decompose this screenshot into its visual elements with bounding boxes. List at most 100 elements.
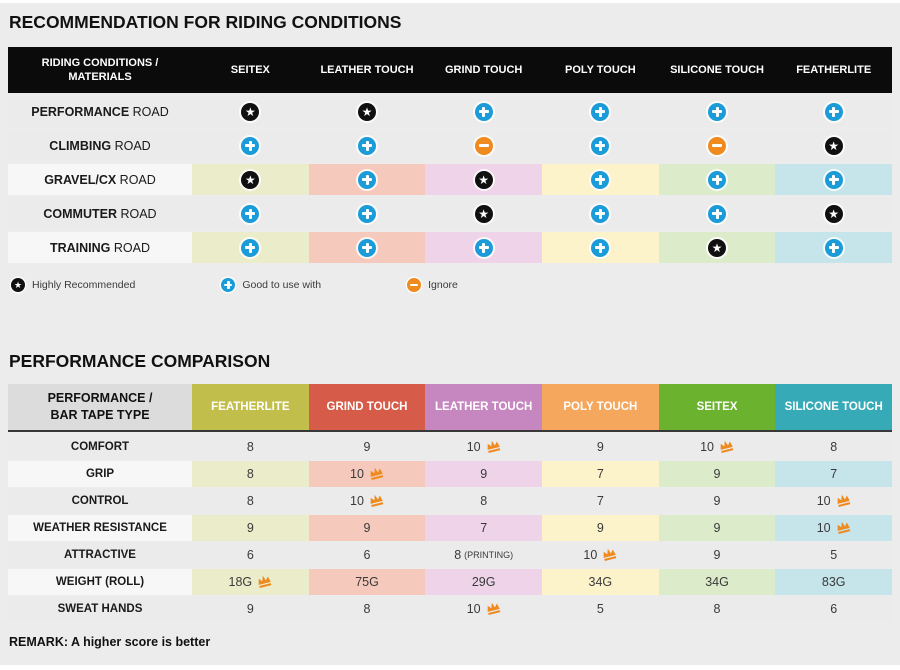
performance-value: 7 — [596, 494, 604, 508]
riding-column-header: GRIND TOUCH — [444, 63, 523, 76]
star-icon: ★ — [708, 238, 727, 257]
performance-value: 10 — [350, 494, 384, 508]
riding-row: GRAVEL/CX ROAD ★ ★ — [8, 164, 893, 195]
performance-cell: 9 — [658, 515, 776, 541]
riding-row-label: CLIMBING ROAD — [49, 138, 151, 153]
performance-value: 83G — [821, 575, 846, 589]
performance-value: 10 — [467, 602, 501, 616]
plus-icon — [358, 238, 376, 257]
performance-value: 34G — [588, 575, 613, 589]
crown-icon — [720, 440, 734, 453]
riding-cell — [308, 232, 426, 263]
performance-cell: 10 — [775, 515, 893, 541]
riding-cell: ★ — [192, 96, 309, 127]
performance-cell: 10 — [775, 488, 892, 514]
performance-cell: 10 — [425, 434, 542, 460]
performance-cell: 8 — [192, 461, 309, 487]
riding-cell: ★ — [192, 164, 309, 195]
performance-column-header: LEATHER TOUCH — [425, 384, 543, 430]
performance-cell: 75G — [308, 569, 426, 595]
riding-cell — [775, 96, 892, 127]
performance-column-header: FEATHERLITE — [192, 384, 309, 430]
performance-row-label: SWEAT HANDS — [57, 603, 143, 615]
performance-cell: 10 — [542, 542, 659, 568]
performance-cell: 10 — [425, 596, 542, 622]
riding-cell: ★ — [775, 130, 892, 161]
performance-row-label: WEIGHT (ROLL) — [8, 569, 192, 595]
minus-icon — [407, 278, 422, 292]
performance-cell: 5 — [775, 542, 892, 568]
riding-cell — [425, 232, 543, 263]
riding-table-legend: ★ Highly Recommended Good to use with Ignor… — [11, 277, 892, 293]
performance-value: 9 — [713, 521, 721, 535]
performance-value: 9 — [713, 494, 721, 508]
performance-value: 7 — [830, 467, 838, 481]
performance-cell: 7 — [775, 461, 893, 487]
plus-icon — [241, 204, 260, 223]
performance-cell: 6 — [775, 596, 892, 622]
star-icon: ★ — [11, 278, 25, 292]
riding-cell — [425, 130, 542, 161]
plus-icon — [708, 102, 727, 121]
performance-value: 8 — [246, 440, 254, 454]
plus-icon — [474, 102, 493, 121]
crown-icon — [370, 494, 384, 507]
plus-icon — [241, 238, 260, 257]
performance-cell: 18G — [192, 569, 309, 595]
performance-value: 10 — [583, 548, 617, 562]
riding-row-label: GRAVEL/CX ROAD — [8, 164, 192, 195]
performance-value: 9 — [713, 467, 721, 481]
performance-cell: 7 — [542, 461, 659, 487]
performance-row-label: ATTRACTIVE — [64, 549, 136, 561]
minus-icon — [708, 136, 727, 155]
performance-table: PERFORMANCE / BAR TAPE TYPE FEATHERLITE GR… — [8, 384, 893, 622]
performance-row: ATTRACTIVE 6 6 8 (PRINTING) 10 9 5 — [8, 542, 892, 568]
star-icon: ★ — [824, 204, 843, 223]
riding-row: COMMUTER ROAD ★ ★ — [8, 198, 892, 229]
performance-table-header: PERFORMANCE / BAR TAPE TYPE FEATHERLITE GR… — [8, 384, 893, 430]
performance-value: 9 — [713, 548, 721, 562]
performance-cell: 8 — [659, 596, 776, 622]
performance-cell: 6 — [192, 542, 309, 568]
performance-cell: 83G — [775, 569, 893, 595]
riding-cell — [425, 96, 542, 127]
performance-value: 9 — [246, 602, 254, 616]
star-icon: ★ — [241, 170, 260, 189]
legend-label: Highly Recommended — [32, 279, 136, 291]
riding-row: CLIMBING ROAD ★ — [8, 130, 892, 161]
performance-column-header: POLY TOUCH — [542, 384, 659, 430]
crown-icon — [258, 575, 272, 588]
performance-cell: 5 — [542, 596, 659, 622]
performance-table-title: PERFORMANCE COMPARISON — [9, 351, 271, 371]
riding-header-label: RIDING CONDITIONS / MATERIALS — [41, 56, 159, 83]
performance-cell: 9 — [542, 515, 659, 541]
riding-cell: ★ — [775, 198, 892, 229]
performance-row: SWEAT HANDS 9 8 10 5 8 6 — [8, 596, 892, 622]
riding-cell — [775, 164, 893, 195]
legend-label: Ignore — [428, 279, 458, 291]
performance-cell: 8 — [775, 434, 892, 460]
crown-icon — [370, 467, 384, 480]
performance-value: 9 — [596, 521, 604, 535]
performance-value: 9 — [480, 467, 488, 481]
plus-icon — [824, 238, 843, 257]
performance-value: 75G — [355, 575, 379, 589]
performance-cell: 10 — [309, 488, 426, 514]
crown-icon — [487, 602, 500, 615]
performance-cell: 7 — [542, 488, 659, 514]
performance-value: 8 — [363, 602, 371, 616]
performance-cell: 8 — [425, 488, 542, 514]
legend-label: Good to use with — [242, 279, 322, 291]
riding-table-title: RECOMMENDATION FOR RIDING CONDITIONS — [9, 12, 402, 32]
legend-item: ★ Highly Recommended — [11, 278, 135, 292]
crown-icon — [837, 494, 850, 507]
performance-value: 6 — [363, 548, 371, 562]
star-icon: ★ — [474, 204, 493, 223]
performance-value: 10 — [350, 467, 384, 481]
riding-column-header: SILICONE TOUCH — [670, 63, 764, 76]
plus-icon — [591, 204, 610, 223]
star-icon: ★ — [358, 102, 376, 121]
performance-cell: 8 — [309, 596, 426, 622]
performance-cell: 9 — [659, 488, 776, 514]
performance-value: 10 — [700, 440, 734, 454]
